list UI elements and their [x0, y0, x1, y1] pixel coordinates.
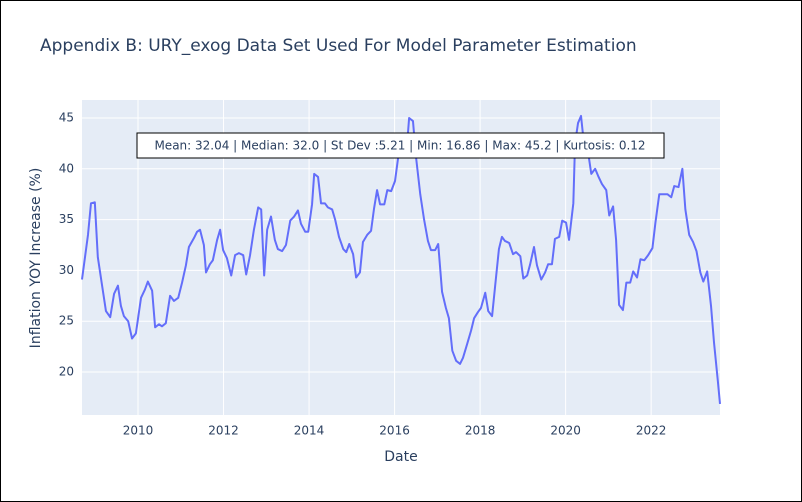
x-tick-label: 2020	[550, 424, 581, 438]
y-tick-label: 45	[59, 110, 74, 124]
y-tick-label: 25	[59, 314, 74, 328]
x-tick-label: 2010	[123, 424, 154, 438]
x-tick-label: 2018	[465, 424, 496, 438]
x-axis-title: Date	[384, 449, 417, 465]
annotation-box	[136, 132, 665, 159]
y-tick-label: 30	[59, 263, 74, 277]
annotation: Mean: 32.04 | Median: 32.0 | St Dev :5.2…	[154, 139, 645, 153]
chart-title: Appendix B: URY_exog Data Set Used For M…	[40, 36, 637, 56]
y-axis-title: Inflation YOY Increase (%)	[28, 168, 44, 349]
y-tick-label: 40	[59, 161, 74, 175]
x-tick-label: 2014	[294, 424, 325, 438]
x-tick-label: 2012	[208, 424, 239, 438]
x-tick-label: 2016	[379, 424, 410, 438]
y-tick-label: 20	[59, 365, 74, 379]
y-tick-label: 35	[59, 212, 74, 226]
x-tick-label: 2022	[636, 424, 667, 438]
